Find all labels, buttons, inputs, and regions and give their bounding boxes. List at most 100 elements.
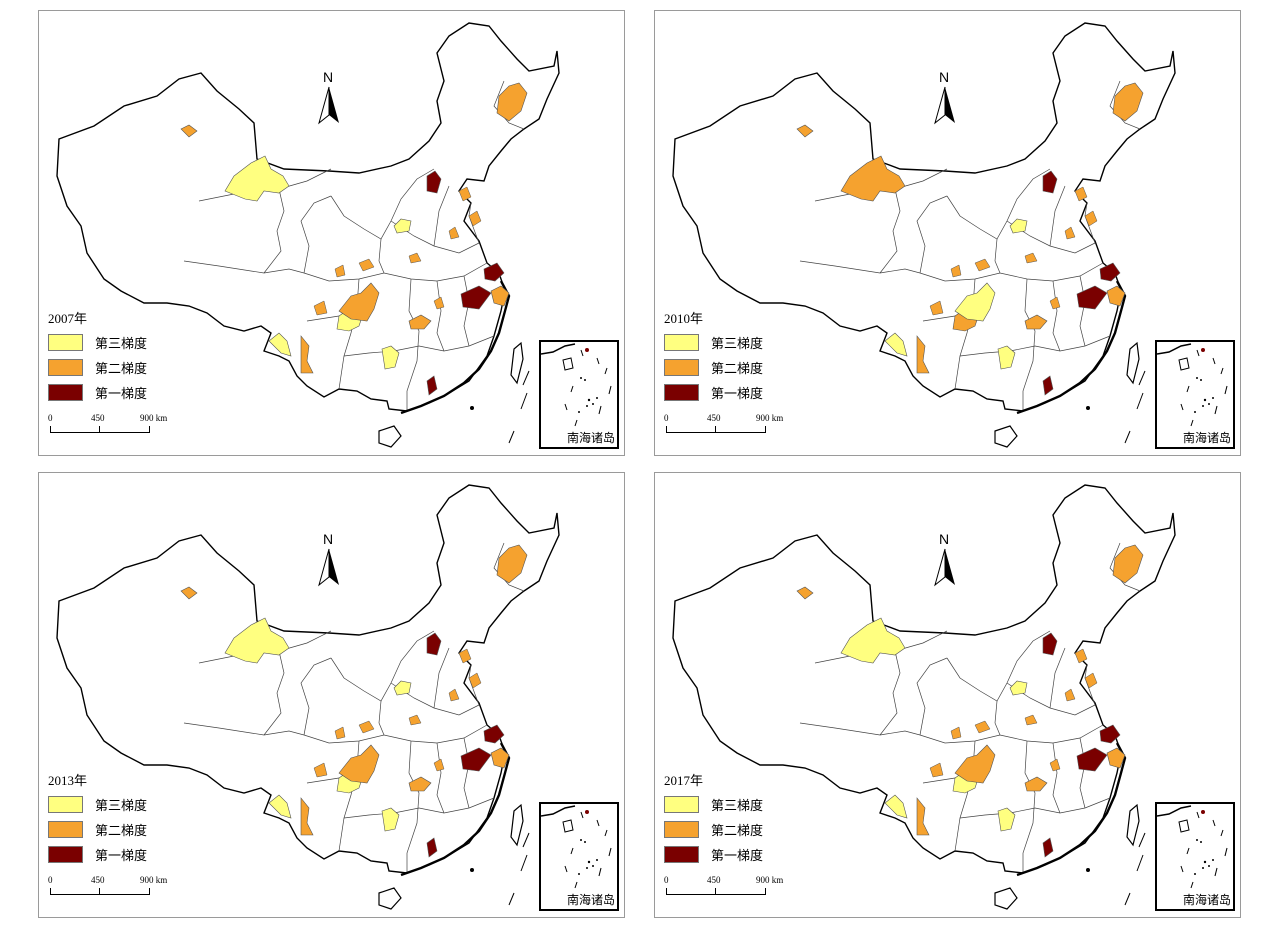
scale-tick-0: 0 bbox=[48, 875, 53, 885]
legend-swatch bbox=[664, 821, 699, 838]
city-region-c8 bbox=[490, 285, 510, 307]
city-region-c4 bbox=[496, 544, 528, 584]
legend: 第三梯度 第二梯度 第一梯度 bbox=[664, 792, 763, 867]
inset-map bbox=[540, 343, 612, 427]
city-region-c6 bbox=[916, 335, 930, 374]
city-region-c3 bbox=[954, 282, 996, 322]
city-region-c14 bbox=[460, 285, 492, 310]
north-arrow-icon bbox=[934, 548, 955, 587]
hainan bbox=[378, 887, 402, 910]
city-region-c11 bbox=[1009, 218, 1028, 234]
year-label: 2010年 bbox=[664, 311, 704, 326]
city-region-c13 bbox=[1099, 724, 1121, 744]
city-region-c7 bbox=[408, 776, 432, 792]
legend-item: 第三梯度 bbox=[48, 330, 147, 355]
scale-bar: 0 450 900 km bbox=[48, 413, 168, 437]
city-region-c8 bbox=[490, 747, 510, 769]
city-region-c12 bbox=[426, 170, 442, 194]
map-panel-3: N 2013年 第三梯度 第二梯度 第一梯度 0 450 9 bbox=[38, 472, 625, 918]
south-china-sea-inset: 南海诸岛 bbox=[539, 802, 619, 911]
city-regions bbox=[796, 544, 1144, 858]
north-arrow-icon bbox=[318, 86, 339, 125]
island-dot bbox=[1086, 868, 1090, 872]
legend-swatch bbox=[664, 334, 699, 351]
scale-tick-450: 450 bbox=[707, 413, 721, 423]
map-panel-1: N 2007年 第三梯度 第二梯度 第一梯度 0 450 9 bbox=[38, 10, 625, 456]
city-region-c1 bbox=[224, 155, 290, 202]
island-dot bbox=[470, 868, 474, 872]
map-panel-4: N 2017年 第三梯度 第二梯度 第一梯度 0 450 9 bbox=[654, 472, 1241, 918]
hainan bbox=[994, 425, 1018, 448]
legend-label: 第二梯度 bbox=[711, 361, 764, 376]
legend-swatch bbox=[48, 384, 83, 401]
inset-map bbox=[1156, 805, 1228, 889]
china-map bbox=[672, 22, 1176, 448]
north-label: N bbox=[323, 531, 334, 547]
scale-bar-mid bbox=[715, 426, 716, 432]
city-region-c13 bbox=[483, 724, 505, 744]
city-region-c4 bbox=[496, 82, 528, 122]
city-region-c9 bbox=[381, 807, 400, 832]
scale-tick-0: 0 bbox=[664, 413, 669, 423]
city-region-c15 bbox=[1042, 837, 1054, 858]
legend-swatch bbox=[48, 796, 83, 813]
city-region-c15 bbox=[426, 837, 438, 858]
inset-label: 南海诸岛 bbox=[566, 893, 615, 907]
city-region-c1 bbox=[224, 617, 290, 664]
legend-swatch bbox=[48, 846, 83, 863]
city-region-c15 bbox=[1042, 375, 1054, 396]
scale-bar: 0 450 900 km bbox=[664, 413, 784, 437]
taiwan bbox=[510, 803, 524, 847]
scale-tick-450: 450 bbox=[707, 875, 721, 885]
legend-item: 第一梯度 bbox=[664, 380, 763, 405]
city-region-c5 bbox=[180, 124, 198, 138]
taiwan bbox=[510, 341, 524, 385]
year-label: 2013年 bbox=[48, 773, 88, 788]
city-region-c14 bbox=[1076, 285, 1108, 310]
south-china-sea-inset: 南海诸岛 bbox=[539, 340, 619, 449]
north-label: N bbox=[939, 69, 950, 85]
south-china-sea-inset: 南海诸岛 bbox=[1155, 802, 1235, 911]
island-dot bbox=[470, 406, 474, 410]
scale-tick-450: 450 bbox=[91, 875, 105, 885]
city-region-c10 bbox=[884, 332, 908, 357]
legend-label: 第三梯度 bbox=[95, 336, 148, 351]
city-region-c9 bbox=[381, 345, 400, 370]
south-china-sea-inset: 南海诸岛 bbox=[1155, 340, 1235, 449]
inset-map bbox=[540, 805, 612, 889]
north-label: N bbox=[323, 69, 334, 85]
legend: 第三梯度 第二梯度 第一梯度 bbox=[48, 792, 147, 867]
city-region-c6 bbox=[300, 797, 314, 836]
legend: 第三梯度 第二梯度 第一梯度 bbox=[48, 330, 147, 405]
minor-regions bbox=[313, 186, 482, 316]
city-region-c14 bbox=[1076, 747, 1108, 772]
scale-bar-line bbox=[666, 426, 766, 433]
taiwan bbox=[1126, 803, 1140, 847]
coastline bbox=[400, 280, 511, 415]
city-region-c4 bbox=[1112, 82, 1144, 122]
city-region-c7 bbox=[408, 314, 432, 330]
legend-swatch bbox=[664, 846, 699, 863]
legend-label: 第一梯度 bbox=[711, 386, 764, 401]
coastline bbox=[400, 742, 511, 877]
legend-swatch bbox=[48, 334, 83, 351]
legend-item: 第一梯度 bbox=[664, 842, 763, 867]
scale-bar-mid bbox=[99, 888, 100, 894]
legend-label: 第一梯度 bbox=[711, 848, 764, 863]
year-label: 2007年 bbox=[48, 311, 88, 326]
city-region-c10 bbox=[884, 794, 908, 819]
north-label: N bbox=[939, 531, 950, 547]
legend-label: 第二梯度 bbox=[711, 823, 764, 838]
city-region-c11 bbox=[1009, 680, 1028, 696]
city-region-c9 bbox=[997, 345, 1016, 370]
city-region-c10 bbox=[268, 794, 292, 819]
city-region-c10 bbox=[268, 332, 292, 357]
legend-item: 第二梯度 bbox=[664, 355, 763, 380]
city-region-c7 bbox=[1024, 776, 1048, 792]
city-region-c8 bbox=[1106, 285, 1126, 307]
coastline bbox=[1016, 742, 1127, 877]
city-region-c8 bbox=[1106, 747, 1126, 769]
minor-regions bbox=[929, 186, 1098, 316]
city-region-c5 bbox=[796, 586, 814, 600]
year-label: 2017年 bbox=[664, 773, 704, 788]
